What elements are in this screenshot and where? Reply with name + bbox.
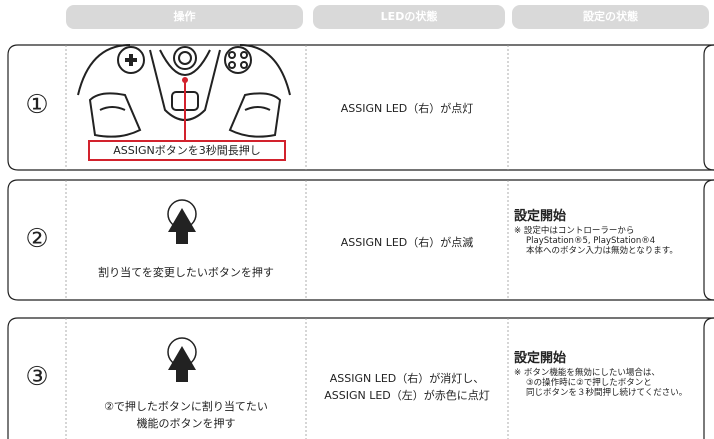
- note-line: ③の操作時に②で押したボタンと: [526, 378, 652, 388]
- text-line: ASSIGN LED（右）が点灯: [340, 102, 474, 115]
- press-icon: [167, 199, 197, 382]
- column-header: 操作: [66, 5, 303, 29]
- step-number: ①: [25, 90, 49, 120]
- column-header: 設定の状態: [512, 5, 709, 29]
- operation-text: 割り当てを変更したいボタンを押す: [70, 264, 302, 281]
- row-frame: [703, 179, 714, 301]
- text-line: ASSIGN LED（右）が消灯し、: [329, 372, 485, 385]
- note-line: 本体へのボタン入力は無効となります。: [526, 246, 678, 256]
- led-text: ASSIGN LED（右）が消灯し、 ASSIGN LED（左）が赤色に点灯: [306, 370, 508, 404]
- setting-text: 設定開始 ※ 設定中はコントローラーから PlayStation®5, PlayS…: [514, 208, 678, 256]
- column-header: LEDの状態: [313, 5, 505, 29]
- text-line: ASSIGN LED（左）が赤色に点灯: [324, 389, 490, 402]
- setting-text: 設定開始 ※ ボタン機能を無効にしたい場合は、 ③の操作時に②で押したボタンと 同じ…: [514, 350, 687, 398]
- row-frame: [703, 317, 714, 439]
- operation-text: ②で押したボタンに割り当てたい 機能のボタンを押す: [70, 398, 302, 432]
- text-line: 機能のボタンを押す: [136, 417, 236, 430]
- led-text: ASSIGN LED（右）が点滅: [306, 234, 508, 251]
- row-frame: [7, 317, 714, 439]
- row-frame: [703, 44, 714, 171]
- step-number: ②: [25, 224, 49, 254]
- led-text: ASSIGN LED（右）が点灯: [306, 100, 508, 117]
- note-line: ※ ボタン機能を無効にしたい場合は、: [514, 368, 660, 378]
- row-frame: [7, 44, 714, 171]
- row-frame: [7, 179, 714, 301]
- setting-title: 設定開始: [514, 209, 567, 224]
- text-line: 割り当てを変更したいボタンを押す: [98, 266, 274, 279]
- setting-title: 設定開始: [514, 351, 567, 366]
- note-line: ※ 設定中はコントローラーから: [514, 226, 635, 236]
- step-number: ③: [25, 362, 49, 392]
- text-line: ②で押したボタンに割り当てたい: [104, 400, 268, 413]
- text-line: ASSIGN LED（右）が点滅: [340, 236, 474, 249]
- note-line: PlayStation®5, PlayStation®4: [526, 236, 656, 246]
- note-line: 同じボタンを３秒間押し続けてください。: [526, 388, 688, 398]
- operation-label: ASSIGNボタンを3秒間長押し: [88, 140, 286, 161]
